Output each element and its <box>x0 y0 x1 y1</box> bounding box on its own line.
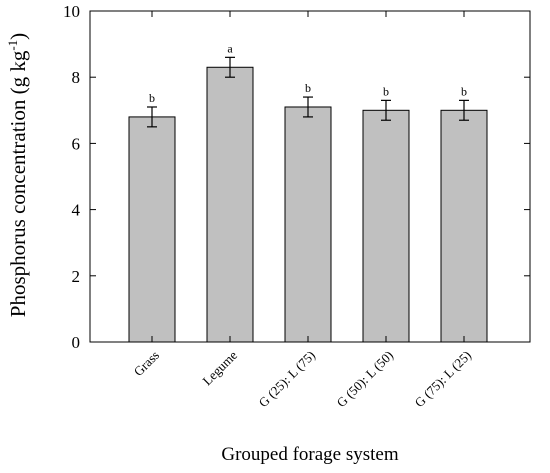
bar <box>362 109 410 343</box>
x-tick-label: G (75): L (25) <box>412 348 475 411</box>
y-tick-label: 4 <box>72 201 81 220</box>
significance-letter: b <box>305 81 311 95</box>
x-tick-label: G (50): L (50) <box>334 348 397 411</box>
x-tick-label: Legume <box>199 347 240 388</box>
y-axis-label-close: ) <box>6 33 30 40</box>
y-axis-label: Phosphorus concentration (g kg-1) <box>5 33 30 317</box>
y-axis-label-superscript: -1 <box>5 40 20 51</box>
bar <box>128 116 176 343</box>
bar <box>440 109 488 343</box>
y-tick-label: 6 <box>72 134 81 153</box>
x-axis-tick-labels: Grass Legume G (25): L (75) G (50): L (50) G… <box>131 347 475 410</box>
y-tick-label: 2 <box>72 267 81 286</box>
significance-letter: b <box>149 91 155 105</box>
y-tick-label: 8 <box>72 68 81 87</box>
x-tick-label: G (25): L (75) <box>256 348 319 411</box>
x-tick-label: Grass <box>131 348 163 380</box>
significance-letter: b <box>383 84 389 98</box>
significance-letter: a <box>227 41 233 55</box>
bar <box>206 66 254 343</box>
bar <box>284 106 332 343</box>
significance-letter: b <box>461 84 467 98</box>
bars-group: b a b b b <box>128 11 488 343</box>
y-axis-label-main: Phosphorus concentration (g kg <box>6 50 30 317</box>
y-tick-label: 0 <box>72 333 81 352</box>
y-tick-label: 10 <box>63 2 80 21</box>
y-axis: 0 2 4 6 8 10 <box>63 2 530 352</box>
x-axis-label: Grouped forage system <box>221 444 399 465</box>
